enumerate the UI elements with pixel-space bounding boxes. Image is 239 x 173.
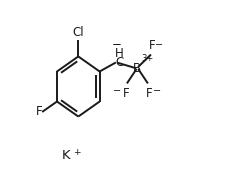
Text: F: F — [146, 87, 152, 100]
Text: −: − — [112, 38, 122, 51]
Text: B: B — [133, 62, 141, 75]
Text: Cl: Cl — [72, 26, 84, 39]
Text: −: − — [114, 86, 122, 96]
Text: −: − — [155, 39, 163, 49]
Text: K: K — [62, 149, 71, 162]
Text: +: + — [73, 148, 81, 157]
Text: −: − — [152, 86, 161, 96]
Text: F: F — [35, 105, 42, 118]
Text: F: F — [149, 39, 155, 52]
Text: C: C — [115, 56, 123, 69]
Text: F: F — [123, 87, 129, 100]
Text: H: H — [115, 47, 124, 60]
Text: 3+: 3+ — [141, 54, 153, 63]
